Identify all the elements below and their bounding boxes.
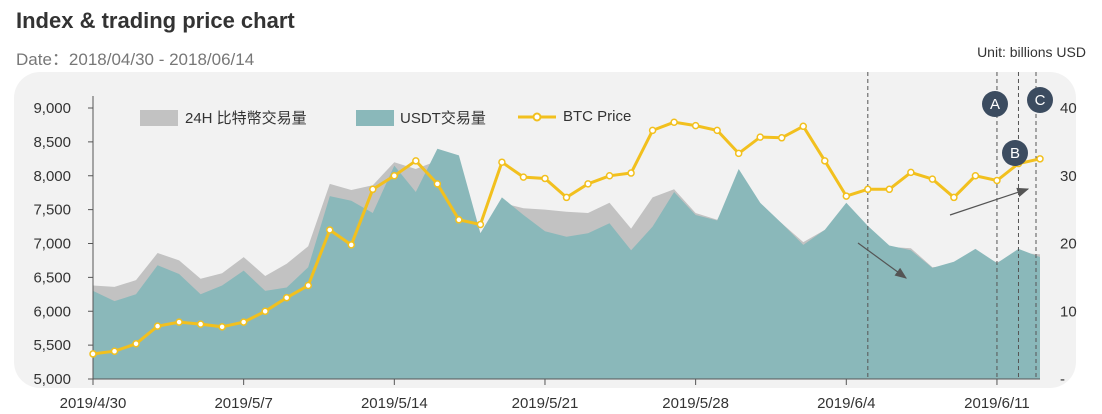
btc-price-point <box>175 318 183 326</box>
marker-c-badge <box>1027 87 1053 113</box>
y-left-tick-label: 7,500 <box>33 202 71 219</box>
y-left-tick-label: 7,000 <box>33 236 71 253</box>
x-tick-label: 2019/6/11 <box>964 395 1030 412</box>
x-tick-label: 2019/5/28 <box>662 395 729 412</box>
btc-price-point <box>433 180 442 188</box>
btc-price-point <box>885 185 894 194</box>
btc-price-point <box>304 281 312 290</box>
trend-arrow-up <box>949 187 1030 216</box>
btc-price-point <box>777 134 786 142</box>
btc-price-point <box>89 350 97 358</box>
btc-price-point <box>691 121 700 130</box>
btc-price-point <box>369 185 377 194</box>
btc-price-point <box>928 175 937 183</box>
marker-a-label: A <box>990 96 1000 113</box>
btc-price-point <box>218 323 226 331</box>
y-left-tick-label: 8,500 <box>33 134 71 151</box>
btc-price-point <box>261 307 269 315</box>
y-left-tick-label: 5,000 <box>33 371 71 388</box>
btc-price-point <box>455 216 463 224</box>
btc-price-point <box>821 157 829 165</box>
btc-price-point <box>390 172 399 180</box>
chart-title: Index & trading price chart <box>16 8 295 33</box>
legend-label-usdt: USDT交易量 <box>400 109 486 127</box>
x-tick-label: 2019/5/14 <box>361 395 428 412</box>
btc-price-point <box>627 169 635 177</box>
y-right-tick-label: 10 <box>1060 303 1077 320</box>
y-right-tick-label: 40 <box>1060 100 1077 117</box>
legend-swatch-usdt <box>356 110 394 126</box>
marker-b-badge <box>1002 140 1028 166</box>
btc-price-point <box>476 220 485 229</box>
btc-price-point <box>756 133 764 141</box>
legend-label-volume: 24H 比特幣交易量 <box>185 109 307 127</box>
btc-price-point <box>196 320 205 328</box>
btc-price-point <box>864 185 872 194</box>
btc-price-point <box>842 192 851 200</box>
btc-price-point <box>734 149 743 158</box>
btc-price-point <box>950 193 958 202</box>
btc-price-point <box>1036 155 1044 163</box>
btc-price-point <box>713 126 721 135</box>
y-left-tick-label: 5,500 <box>33 337 71 354</box>
x-tick-label: 2019/6/4 <box>817 395 875 412</box>
btc-price-point <box>605 172 614 180</box>
btc-price-point <box>971 172 980 180</box>
btc-price-point <box>239 318 248 326</box>
legend-swatch-btc-dot <box>532 112 542 122</box>
btc-price-point <box>132 340 140 348</box>
y-left-tick-label: 8,000 <box>33 168 71 185</box>
btc-price-point <box>670 118 678 126</box>
y-left-tick-label: 9,000 <box>33 100 71 117</box>
btc-price-point <box>799 122 807 131</box>
trend-arrow-down <box>857 242 907 279</box>
btc-price-point <box>498 158 506 166</box>
y-right-tick-label: - <box>1060 371 1065 388</box>
usdt-area <box>93 148 1040 379</box>
btc-price-point <box>562 193 571 202</box>
btc-price-point <box>993 176 1001 185</box>
btc-price-point <box>907 168 915 177</box>
y-right-tick-label: 30 <box>1060 168 1077 185</box>
legend-swatch-volume <box>140 110 178 126</box>
btc-price-point <box>282 293 291 302</box>
marker-b-label: B <box>1010 145 1020 162</box>
marker-c-label: C <box>1035 92 1046 109</box>
btc-price-point <box>326 226 334 234</box>
x-tick-label: 2019/5/7 <box>214 395 272 412</box>
y-right-tick-label: 20 <box>1060 236 1077 253</box>
btc-price-point <box>584 180 592 188</box>
btc-price-point <box>347 241 356 249</box>
legend-label-btc: BTC Price <box>563 108 631 125</box>
date-range: Date：2018/04/30 - 2018/06/14 <box>16 50 255 69</box>
marker-a-badge <box>982 91 1008 117</box>
btc-price-point <box>110 347 119 355</box>
btc-price-point <box>412 157 420 165</box>
btc-price-point <box>519 173 528 181</box>
btc-price-point <box>541 174 549 183</box>
btc-price-point <box>153 322 162 330</box>
y-left-tick-label: 6,000 <box>33 303 71 320</box>
y-left-tick-label: 6,500 <box>33 269 71 286</box>
x-tick-label: 2019/5/21 <box>512 395 579 412</box>
unit-label: Unit: billions USD <box>977 44 1086 60</box>
btc-price-point <box>648 126 657 135</box>
x-tick-label: 2019/4/30 <box>60 395 127 412</box>
